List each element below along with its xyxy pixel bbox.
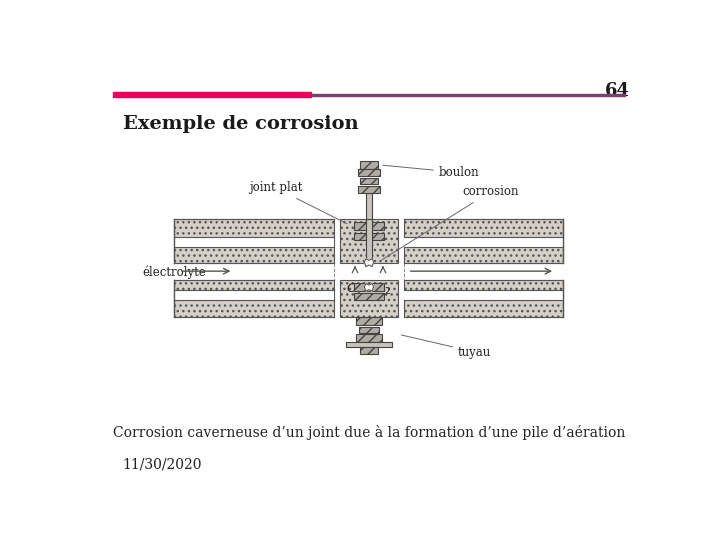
Bar (360, 161, 378, 168)
Bar (359, 327, 379, 333)
Bar (354, 222, 384, 230)
Bar (404, 237, 563, 247)
Bar (346, 342, 392, 347)
Text: boulon: boulon (382, 165, 480, 179)
Bar (174, 291, 334, 300)
Bar (358, 168, 380, 177)
Bar (354, 233, 384, 240)
Bar (340, 280, 398, 318)
Bar (174, 280, 334, 318)
Bar (361, 178, 377, 184)
Bar (404, 219, 563, 264)
Text: 64: 64 (606, 82, 630, 100)
Text: joint plat: joint plat (249, 181, 347, 224)
Bar (340, 219, 398, 264)
Polygon shape (364, 284, 374, 291)
Text: Corrosion caverneuse d’un joint due à la formation d’une pile d’aération: Corrosion caverneuse d’un joint due à la… (113, 425, 625, 440)
Bar (113, 92, 311, 97)
Bar (174, 237, 334, 247)
Text: $O_2$: $O_2$ (346, 282, 364, 297)
Text: $O_2$: $O_2$ (374, 282, 392, 297)
Bar (174, 219, 334, 264)
Text: tuyau: tuyau (401, 335, 491, 359)
Bar (356, 334, 382, 342)
Bar (366, 193, 372, 222)
Bar (356, 318, 382, 325)
Bar (358, 186, 380, 193)
Text: Exemple de corrosion: Exemple de corrosion (122, 115, 358, 133)
Bar (404, 280, 563, 318)
Polygon shape (364, 259, 374, 267)
Bar (404, 291, 563, 300)
Bar (311, 94, 625, 96)
Bar (366, 219, 372, 264)
Text: électrolyte: électrolyte (142, 266, 206, 280)
Bar (354, 293, 384, 300)
Text: corrosion: corrosion (382, 185, 518, 260)
Bar (354, 284, 384, 291)
Text: 11/30/2020: 11/30/2020 (122, 457, 202, 471)
Bar (360, 347, 378, 354)
